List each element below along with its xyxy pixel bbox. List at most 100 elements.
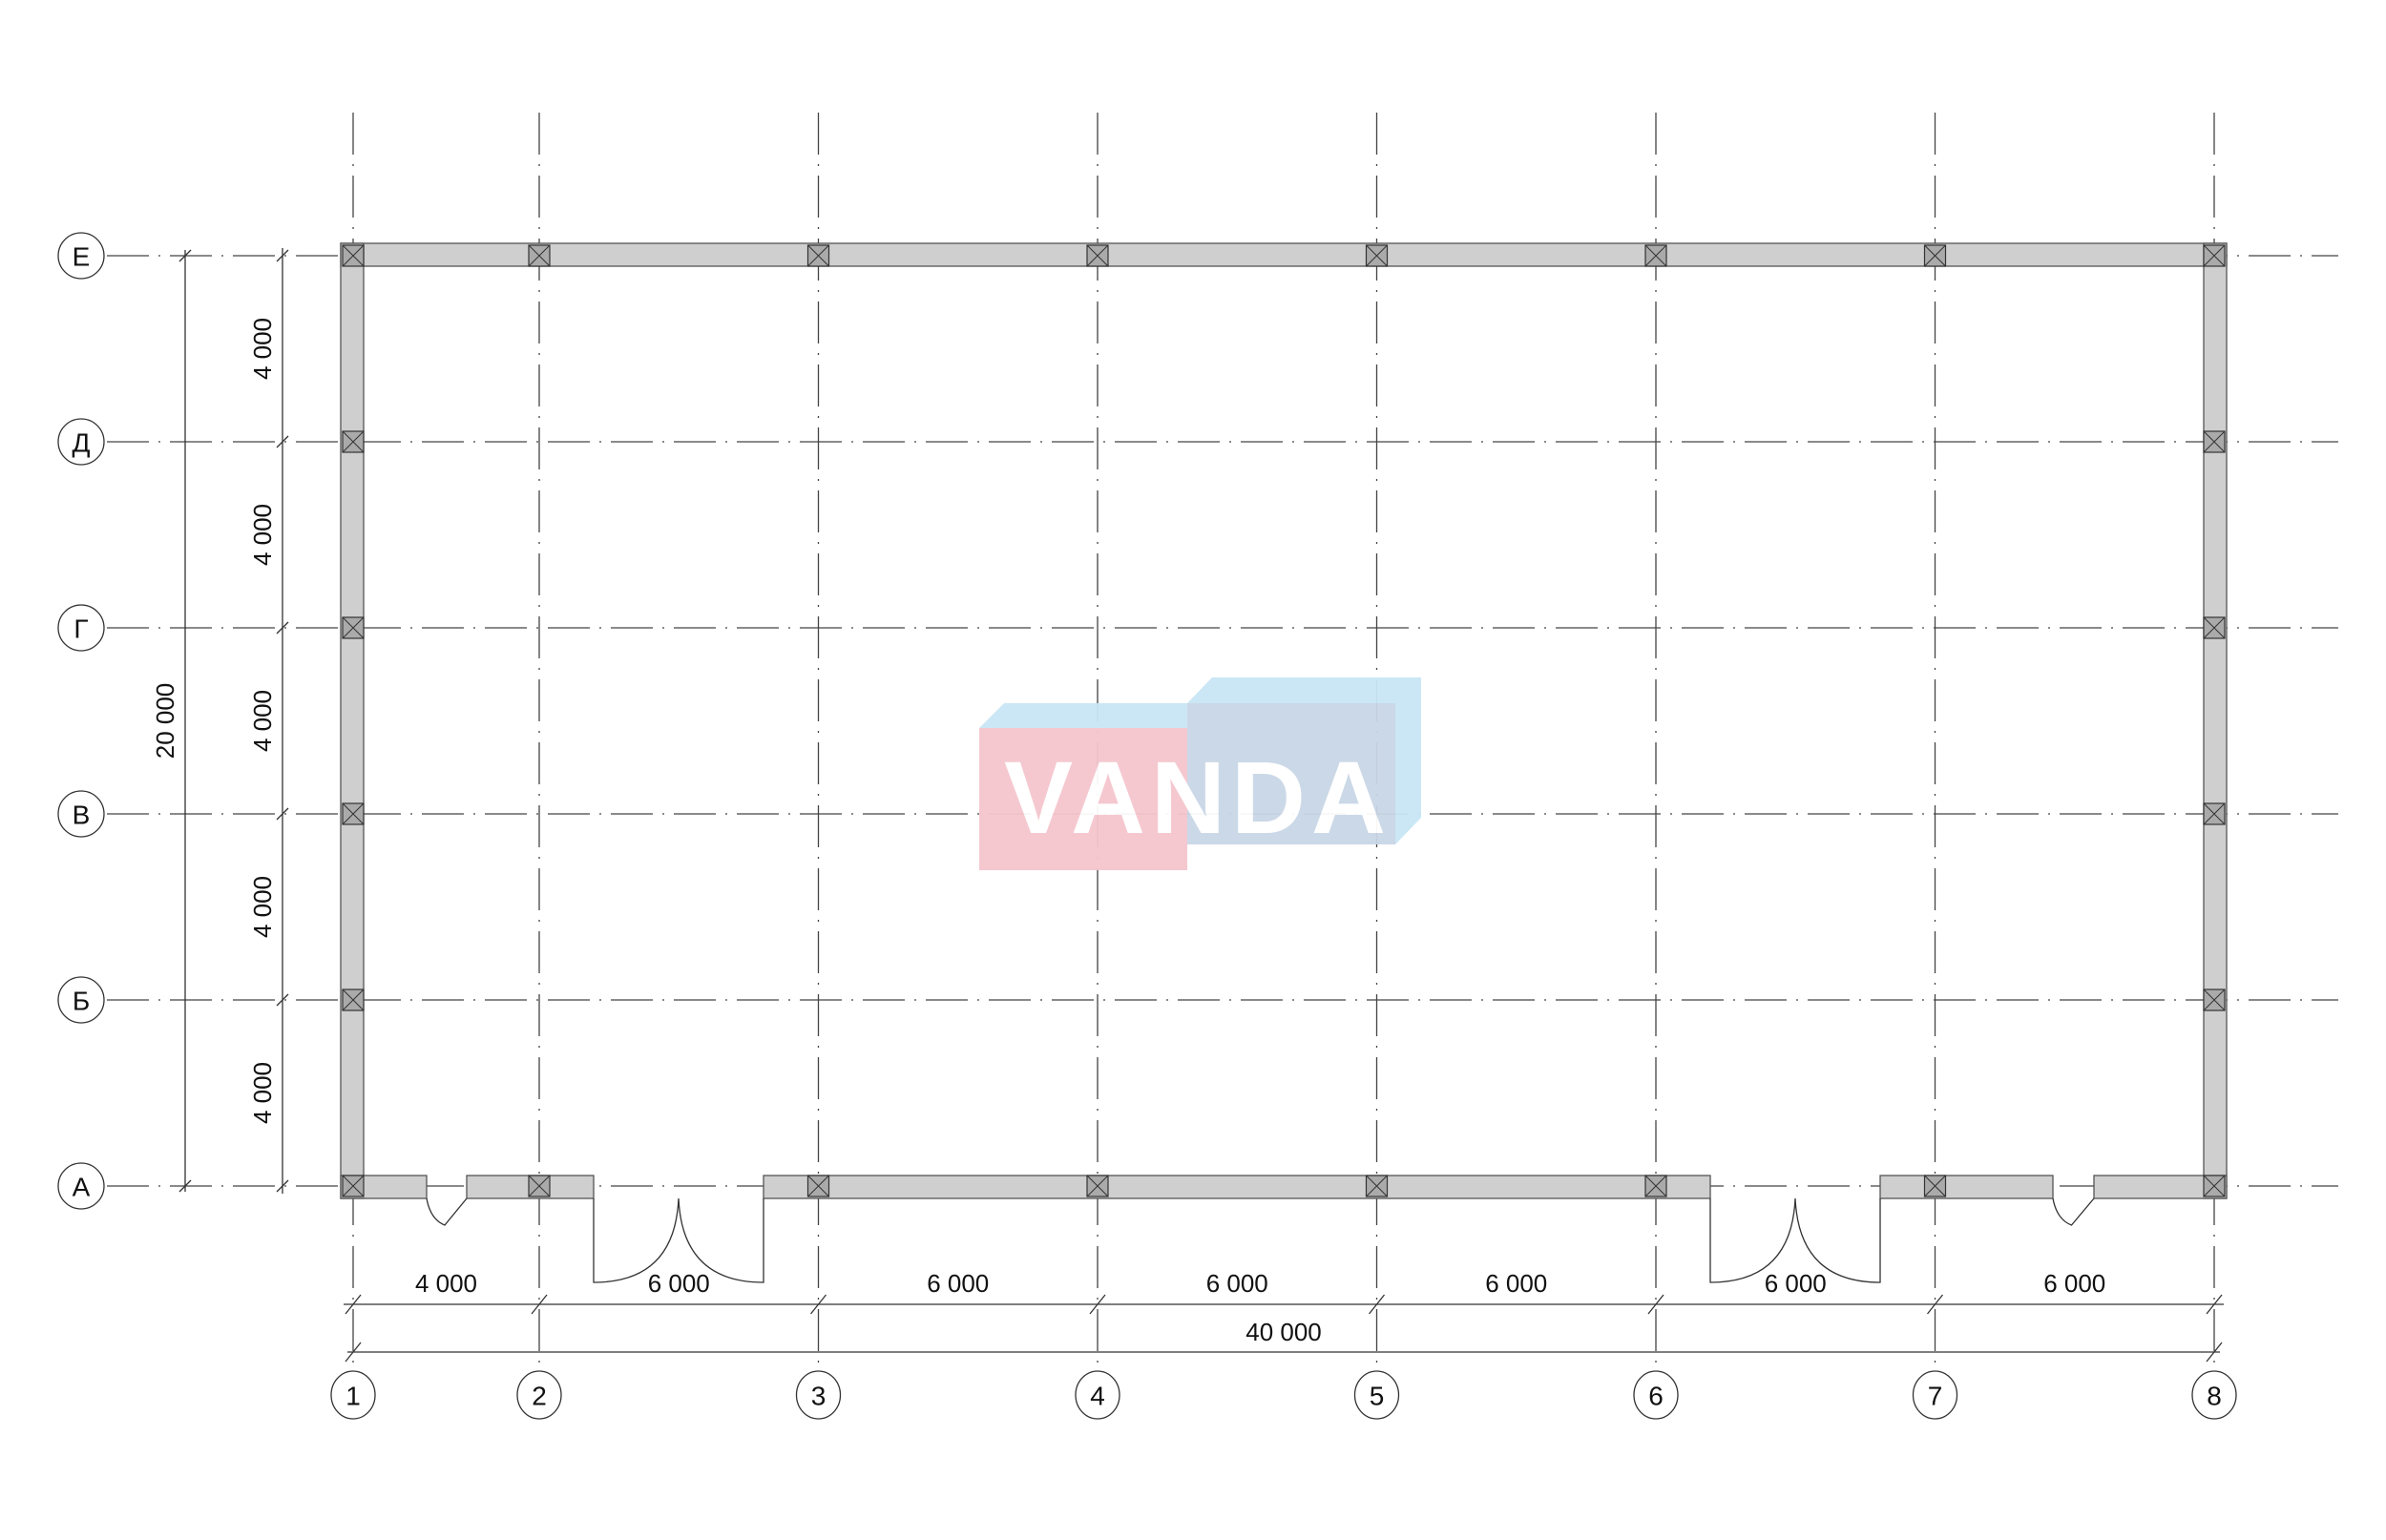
single-door-swing [426,1197,468,1226]
column [1644,244,1667,267]
column [2203,802,2226,825]
dim-tick [276,249,289,262]
dim-tick [178,249,192,262]
column [1365,244,1389,267]
columns [342,244,2226,1197]
row-axis-bubble: А [57,1162,105,1210]
walls [340,242,2228,1199]
row-span-label: 4 000 [248,504,277,566]
vanda-watermark-logo: VANDA [979,677,1421,870]
row-axis-label: А [73,1173,91,1202]
double-door-swing [1709,1197,1881,1283]
column [2203,430,2226,453]
row-axis-label: Д [73,428,91,458]
row-span-label: 4 000 [248,876,277,938]
double-door-swing [593,1197,764,1283]
dim-tick [2206,1342,2223,1363]
column [342,430,365,453]
dim-tick [276,807,289,821]
dim-tick [531,1294,548,1315]
column [1923,1175,1947,1197]
column-span-label: 6 000 [1485,1269,1547,1298]
row-span-label: 4 000 [248,1062,277,1124]
dim-tick [345,1342,362,1363]
column-axis-bubble: 2 [516,1370,562,1420]
column [1086,244,1109,267]
row-axis-bubble: Б [57,976,105,1024]
column-axis-label: 2 [532,1382,547,1411]
column-axis-bubble: 8 [2191,1370,2237,1420]
column-span-label: 6 000 [648,1269,710,1298]
column [2203,1175,2226,1197]
column-span-label: 4 000 [415,1269,477,1298]
dim-tick [276,621,289,635]
row-axis-bubble: Д [57,418,105,466]
column [1365,1175,1389,1197]
logo-pink-block [979,728,1187,870]
logo-grey-blue-block [1187,703,1395,844]
column [342,244,365,267]
column-span-label: 6 000 [1206,1269,1268,1298]
dim-tick [809,1294,827,1315]
row-axis-label: Г [73,614,88,644]
wall-right [2203,242,2228,1199]
axis-bubbles: 1 2 3 4 5 6 7 8 Е Д Г В Б А [57,232,2237,1420]
column-axis-bubble: 4 [1075,1370,1120,1420]
total-depth-label: 20 000 [151,683,179,760]
column-axis-label: 5 [1370,1382,1385,1411]
column [2203,616,2226,639]
row-axis-bubble: В [57,790,105,838]
dim-tick [1647,1294,1664,1315]
column-span-label: 6 000 [927,1269,989,1298]
column-axis-bubble: 6 [1633,1370,1679,1420]
column [2203,989,2226,1011]
total-width-label: 40 000 [1245,1318,1322,1346]
column-axis-bubble: 3 [795,1370,842,1420]
column-axis-label: 7 [1928,1382,1943,1411]
column-span-label: 6 000 [2043,1269,2105,1298]
column [1644,1175,1667,1197]
dim-tick [1089,1294,1106,1315]
dim-tick [276,993,289,1007]
column-axis-bubble: 7 [1912,1370,1958,1420]
wall-top [340,242,2228,267]
row-span-label: 4 000 [248,318,277,380]
dim-tick [1926,1294,1944,1315]
row-axis-label: Б [73,987,90,1016]
column [342,802,365,825]
column [528,244,551,267]
column [806,244,830,267]
row-axis-label: В [73,801,91,830]
wall-bottom-segment [763,1175,1711,1199]
column-axis-bubble: 5 [1353,1370,1400,1420]
dim-tick [178,1179,192,1193]
row-axis-bubble: Е [57,232,105,280]
single-door-swing [2052,1197,2095,1226]
doors [426,1197,2095,1283]
wall-bottom-segment [1879,1175,2054,1199]
column [528,1175,551,1197]
logo-text: VANDA [1004,739,1392,855]
column [806,1175,830,1197]
column-axis-bubble: 1 [330,1370,376,1420]
column-axis-label: 6 [1648,1382,1664,1411]
dim-tick [276,435,289,448]
column [342,989,365,1011]
dim-tick [345,1294,362,1315]
column [1086,1175,1109,1197]
column-axis-label: 1 [345,1382,361,1411]
row-axis-bubble: Г [57,604,105,652]
row-span-label: 4 000 [248,690,277,752]
column-axis-label: 4 [1090,1382,1105,1411]
dimensions: 4 000 6 000 6 000 6 000 6 000 6 000 6 000 40 00… [151,248,2224,1363]
column [2203,244,2226,267]
column-axis-label: 3 [811,1382,827,1411]
row-axis-label: Е [73,242,91,272]
dim-tick [1368,1294,1386,1315]
dim-tick [2206,1294,2223,1315]
dim-tick [276,1179,289,1193]
column [1923,244,1947,267]
wall-left [340,242,365,1199]
column-axis-label: 8 [2207,1382,2222,1411]
